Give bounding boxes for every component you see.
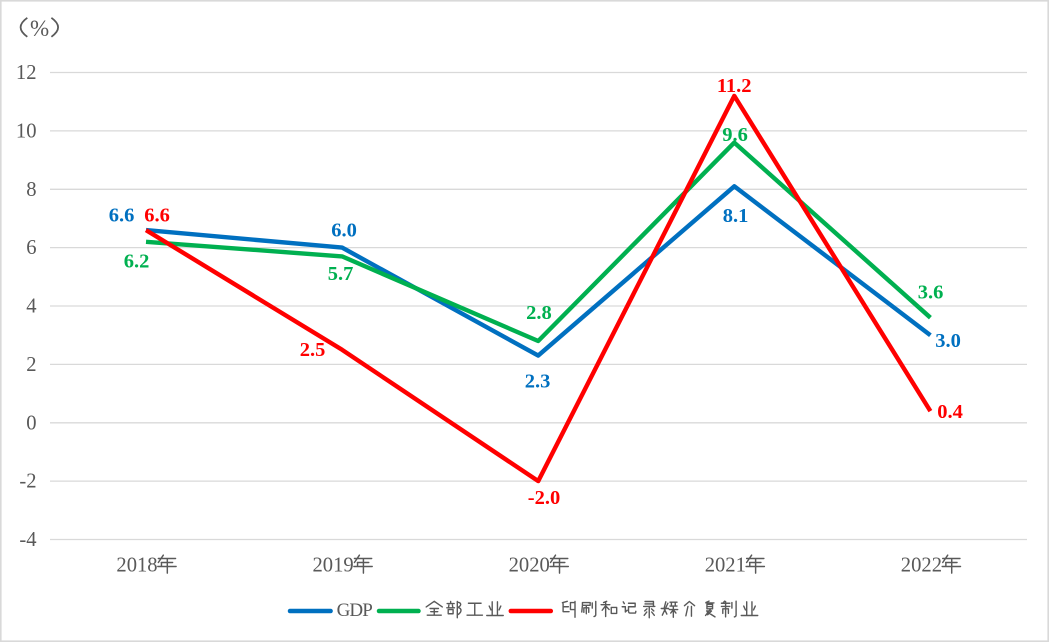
svg-text:2020: 2020 bbox=[509, 555, 550, 577]
svg-text:2018: 2018 bbox=[116, 555, 157, 577]
svg-text:6.6: 6.6 bbox=[144, 204, 170, 226]
svg-text:2022: 2022 bbox=[901, 555, 942, 577]
svg-text:2.3: 2.3 bbox=[525, 371, 551, 393]
svg-text:%: % bbox=[30, 16, 49, 41]
svg-text:6: 6 bbox=[26, 237, 36, 259]
svg-text:0: 0 bbox=[26, 412, 36, 434]
svg-text:2: 2 bbox=[26, 354, 36, 376]
svg-text:5.7: 5.7 bbox=[328, 263, 354, 285]
svg-text:0.4: 0.4 bbox=[937, 401, 963, 423]
svg-text:12: 12 bbox=[16, 62, 37, 84]
svg-text:2019: 2019 bbox=[313, 555, 354, 577]
svg-text:-2.0: -2.0 bbox=[528, 487, 560, 509]
svg-text:8: 8 bbox=[26, 179, 36, 201]
svg-text:2021: 2021 bbox=[705, 555, 746, 577]
svg-text:GDP: GDP bbox=[337, 600, 373, 621]
svg-text:3.6: 3.6 bbox=[918, 282, 944, 304]
svg-text:2.8: 2.8 bbox=[526, 302, 552, 324]
svg-text:6.0: 6.0 bbox=[331, 220, 357, 242]
svg-text:-4: -4 bbox=[19, 529, 36, 551]
svg-text:6.6: 6.6 bbox=[109, 204, 135, 226]
svg-text:3.0: 3.0 bbox=[935, 330, 961, 352]
svg-text:8.1: 8.1 bbox=[723, 205, 749, 227]
svg-text:2.5: 2.5 bbox=[300, 339, 326, 361]
svg-text:11.2: 11.2 bbox=[717, 75, 752, 97]
svg-text:4: 4 bbox=[26, 296, 36, 318]
svg-text:9.6: 9.6 bbox=[722, 124, 748, 146]
svg-text:6.2: 6.2 bbox=[124, 251, 150, 273]
svg-text:10: 10 bbox=[16, 120, 37, 142]
svg-text:-2: -2 bbox=[19, 471, 36, 493]
